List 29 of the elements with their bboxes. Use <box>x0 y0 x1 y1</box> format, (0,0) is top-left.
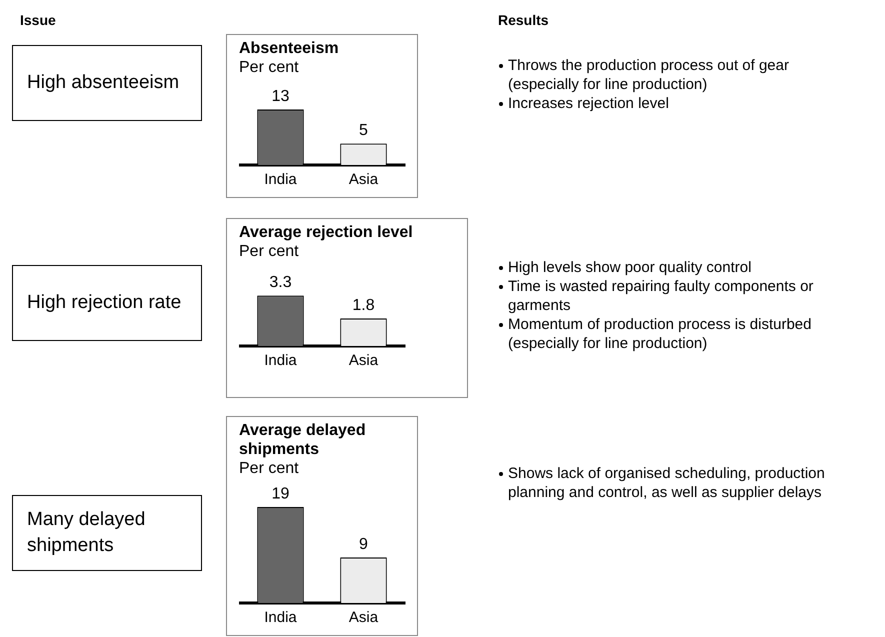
chart-title: Average delayed shipments <box>239 421 367 459</box>
chart-subtitle: Per cent <box>239 242 300 261</box>
x-tick-label: India <box>264 609 298 626</box>
text: Momentum of production process is disturbed (especially for line production) <box>507 315 812 353</box>
text: Time is wasted repairing faulty components or garments <box>507 277 814 315</box>
data-label: 9 <box>359 536 368 553</box>
data-label: 19 <box>272 485 290 502</box>
chart-title: Average rejection level <box>239 223 414 242</box>
x-tick-label: India <box>264 352 298 370</box>
x-tick-label: Asia <box>348 352 379 370</box>
text: High levels show poor quality control <box>507 258 752 277</box>
text: Results <box>498 12 549 28</box>
data-label: 1.8 <box>352 296 375 314</box>
x-tick-label: Asia <box>348 171 379 188</box>
chart-subtitle: Per cent <box>239 58 300 77</box>
chart-subtitle: Per cent <box>239 459 300 478</box>
text: Throws the production process out of gear (especially for line production) <box>507 56 790 94</box>
text: High absenteeism <box>12 45 202 121</box>
chart-title: Absenteeism <box>239 39 340 58</box>
data-label: 5 <box>359 122 368 140</box>
text: Increases rejection level <box>507 94 670 113</box>
text: High rejection rate <box>12 265 202 341</box>
data-label: 13 <box>272 88 290 105</box>
data-label: 3.3 <box>269 274 292 292</box>
x-tick-label: Asia <box>348 609 379 626</box>
text: Many delayed shipments <box>12 495 202 571</box>
text: Issue <box>20 12 56 28</box>
text: Shows lack of organised scheduling, production planning and control, as well as supplier delays <box>507 464 826 502</box>
x-tick-label: India <box>264 171 298 188</box>
